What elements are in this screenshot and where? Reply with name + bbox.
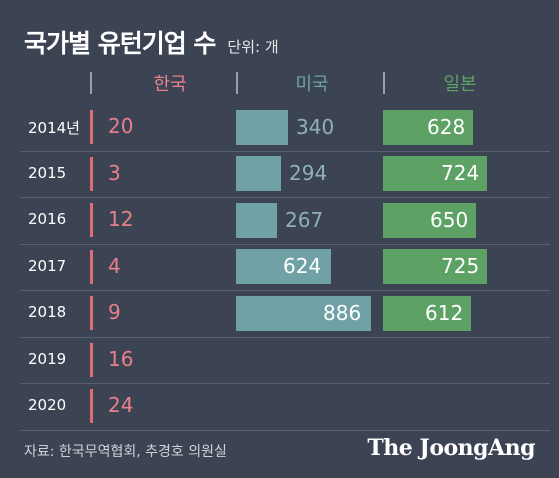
row-gridline — [20, 336, 550, 338]
korea-value: 3 — [108, 160, 121, 185]
korea-value: 16 — [108, 346, 134, 371]
year-label: 2015 — [28, 163, 67, 182]
japan-bar — [383, 202, 476, 238]
row-gridline — [20, 243, 550, 245]
header-separator-us — [236, 72, 238, 94]
korea-value: 20 — [108, 114, 134, 139]
japan-value: 650 — [430, 207, 469, 232]
year-label: 2018 — [28, 303, 67, 322]
japan-bar — [383, 249, 487, 285]
us-value: 294 — [289, 161, 328, 186]
korea-marker — [90, 342, 93, 377]
row-gridline — [20, 383, 550, 384]
row-gridline — [20, 150, 550, 152]
korea-value: 4 — [108, 253, 121, 278]
us-value: 267 — [285, 207, 324, 232]
us-bar — [236, 156, 281, 192]
header-korea: 한국 — [153, 74, 187, 95]
us-value: 624 — [283, 254, 322, 279]
row-gridline — [20, 197, 550, 198]
korea-value: 24 — [108, 393, 134, 418]
japan-value: 725 — [441, 254, 480, 279]
japan-value: 724 — [441, 161, 480, 186]
header-separator-korea — [90, 72, 92, 94]
us-bar — [236, 249, 331, 285]
row-gridline — [20, 290, 550, 291]
korea-marker — [90, 203, 93, 238]
japan-bar — [383, 156, 487, 192]
year-label: 2020 — [28, 396, 67, 415]
us-bar — [236, 109, 288, 145]
year-label: 2017 — [28, 256, 67, 275]
korea-value: 12 — [108, 207, 134, 232]
us-bar — [236, 202, 277, 238]
year-label: 2016 — [28, 210, 67, 229]
japan-value: 612 — [425, 300, 464, 325]
korea-marker — [90, 249, 93, 284]
year-label: 2019 — [28, 349, 67, 368]
brand-logo: The JoongAng — [367, 435, 535, 461]
us-value: 340 — [296, 114, 335, 139]
title-row: 국가별 유턴기업 수 단위: 개 — [24, 24, 279, 60]
japan-value: 628 — [427, 114, 466, 139]
row-gridline — [20, 429, 550, 431]
korea-marker — [90, 296, 93, 331]
korea-marker — [90, 389, 93, 424]
japan-bar — [383, 109, 473, 145]
header-separator-japan — [383, 72, 385, 94]
us-value: 886 — [323, 300, 362, 325]
korea-marker — [90, 156, 93, 191]
korea-value: 9 — [108, 300, 121, 325]
header-us: 미국 — [295, 74, 329, 95]
header-japan: 일본 — [443, 74, 477, 95]
japan-bar — [383, 295, 471, 331]
korea-marker — [90, 110, 93, 145]
year-label: 2014년 — [28, 119, 80, 138]
unit-label: 단위: 개 — [227, 38, 279, 56]
source-note: 자료: 한국무역협회, 추경호 의원실 — [24, 444, 227, 460]
us-bar — [236, 295, 371, 331]
chart-title: 국가별 유턴기업 수 — [24, 29, 216, 58]
